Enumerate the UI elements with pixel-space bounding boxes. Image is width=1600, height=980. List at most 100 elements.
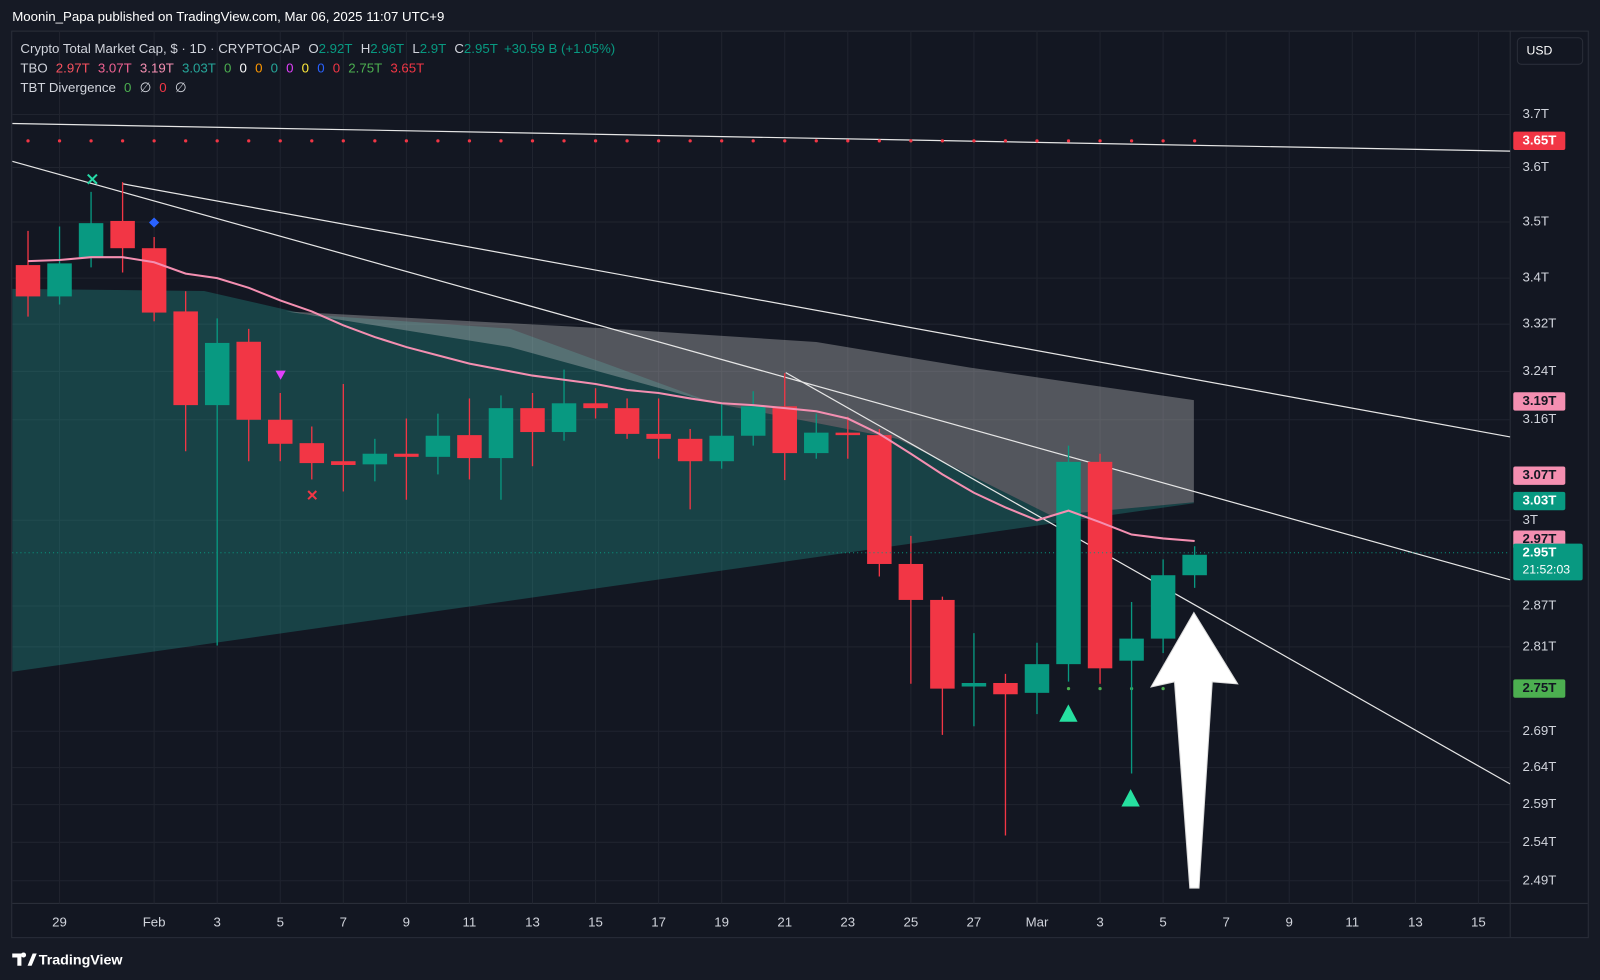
candle-body [204,342,230,406]
ohlc-value: 2.95T [464,40,498,55]
signal-cross [307,490,318,500]
indicator-value: 0 [124,79,131,94]
candle-body [898,563,924,600]
level-dot [467,139,472,143]
candle-body [268,419,293,444]
x-tick-label: 5 [277,914,284,929]
currency-button[interactable] [1516,37,1584,65]
x-tick-label: 15 [588,914,603,929]
trendline [12,160,1511,581]
level-dot [120,139,125,143]
level-dot [436,139,440,143]
level-dot [656,139,661,143]
level-dot [530,139,535,143]
y-tick-label: 3.6T [1522,159,1549,174]
candle-body [394,453,419,457]
indicator-value: ∅ [175,79,187,94]
candle-body [520,408,545,433]
candle-body [930,599,955,689]
grid [12,30,1511,904]
ohlc-key: L [412,40,419,55]
candle-body [677,438,703,462]
trendline [122,183,1511,438]
candle-body [299,443,325,464]
y-tick-label: 2.49T [1522,872,1556,887]
candle-body [1119,638,1144,661]
legend-row: TBO 2.97T 3.07T 3.19T 3.03T 0 0 0 0 0 0 0 0 2.75T 3.65… [20,60,424,75]
price-label: 3.19T [1522,393,1556,408]
level-dot [89,139,93,143]
level-dot [1066,686,1071,691]
x-tick-label: 9 [403,914,410,929]
y-tick-label: 2.87T [1522,597,1556,612]
candle-body [646,433,671,439]
y-tick-label: 3T [1522,512,1537,527]
legend-row: Crypto Total Market Cap, $ · 1D · CRYPTO… [20,40,615,55]
level-dot [940,139,945,143]
currency[interactable]: USD [1527,43,1553,57]
legend-row: TBT Divergence 0 ∅ 0 ∅ [20,79,186,94]
candle-body [425,435,451,457]
moving-average [27,256,1195,543]
arrow [1150,611,1239,889]
candle-body [47,263,72,297]
candle-body [331,461,356,465]
level-dot [783,139,787,143]
candle-body [1087,461,1113,669]
ohlc-key: H [361,40,371,55]
indicator-value: 0 [224,60,231,75]
level-dot [26,139,30,143]
cloud [12,288,1194,672]
x-tick-label: 23 [840,914,855,929]
price-axis: 3.7T 3.6T 3.5T 3.4T 3.32T 3.24T 3.16T 3T 2.87T 2.… [1513,106,1583,887]
level-dot [846,139,850,143]
level-dot [814,139,818,143]
x-tick-label: 21 [777,914,792,929]
candle-body [110,220,135,249]
candle-body [804,432,829,454]
ohlc-key: O [308,40,318,55]
candle-body [1182,554,1207,576]
candle-body [551,403,577,433]
y-tick-label: 3.4T [1522,270,1549,285]
level-dot [57,139,62,143]
cloud-gray [285,311,1194,516]
trendlines [12,122,1511,785]
candle-body [867,435,892,564]
signal-triangle-down [275,370,286,380]
candle-body [78,223,104,258]
candle-body [961,683,987,687]
indicator-value: 3.19T [140,60,174,75]
level-dot [625,139,629,143]
level-dot [184,139,188,143]
level-dot [909,139,913,143]
cloud-green [12,288,1194,672]
ohlc-key: C [454,40,464,55]
indicator-value: 0 [271,60,278,75]
price-label: 3.65T [1522,132,1556,147]
x-tick-label: 19 [714,914,729,929]
candle-body [740,406,766,436]
y-tick-label: 2.64T [1522,759,1556,774]
price-label: 2.75T [1522,680,1556,695]
price-label: 2.97T [1522,531,1556,546]
y-tick-label: 2.59T [1522,796,1556,811]
x-tick-label: Mar [1026,914,1049,929]
level-dot [593,139,598,143]
x-tick-label: 3 [1096,914,1103,929]
x-tick-label: 11 [463,914,477,929]
indicator-value: 3.03T [182,60,216,75]
level-dot [1161,139,1165,143]
level-dot [1035,139,1039,143]
level-dot [1161,686,1165,691]
indicator-value: 3.65T [390,60,424,75]
level-dot [499,139,503,143]
chart-pane [11,30,1589,939]
x-tick-label: 7 [340,914,347,929]
level-dot [688,139,692,143]
candle-body [15,265,41,297]
candle-body [772,406,797,454]
candle-body [709,435,734,462]
x-tick-label: 11 [1345,914,1359,929]
